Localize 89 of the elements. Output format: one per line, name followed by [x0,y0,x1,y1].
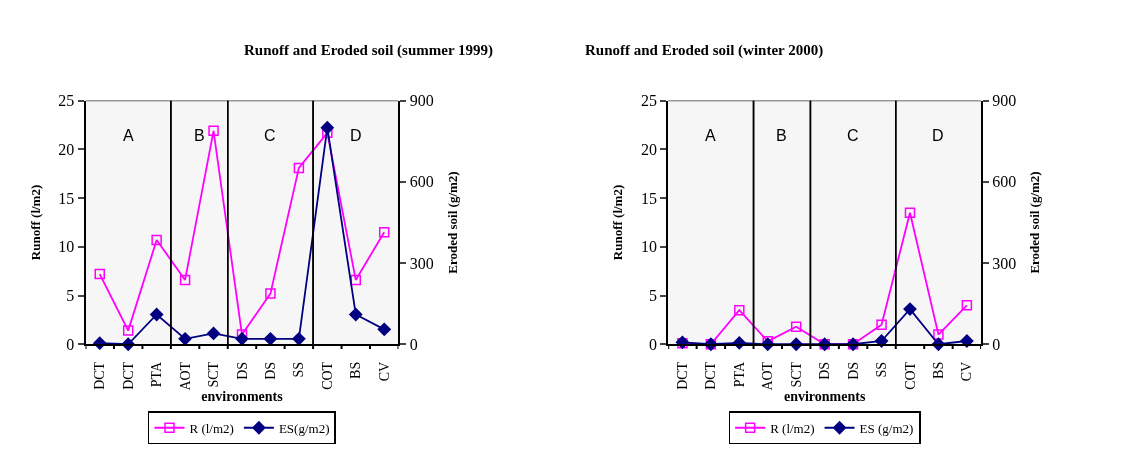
point [151,234,162,246]
point [904,207,916,218]
x-tick-label: PTA [731,360,747,388]
point [265,288,276,299]
y-tick-label: 25 [58,92,75,110]
y-tick-label: 15 [640,189,657,207]
y-axis-title: Runoff (l/m2) [610,184,626,261]
x-tick-label: DS [845,361,861,380]
x-tick-label: BS [930,361,946,379]
point [178,332,192,346]
point [960,334,974,348]
legend-label: ES (g/m2) [859,420,914,436]
y2-axis-title: Eroded soil (g/m2) [444,171,460,274]
x-tick-label: CV [959,361,975,382]
y-tick-label: 5 [66,287,75,305]
x-tick-label: SS [874,361,890,378]
y-axis-title: Runoff (l/m2) [27,184,43,261]
x-tick-label: COT [902,361,918,390]
x-tick-label: CV [376,361,392,382]
y2-tick-label: 300 [409,254,434,272]
x-tick-label: DS [817,361,833,380]
y2-tick-label: 600 [409,173,434,191]
point [235,332,249,346]
point [790,321,802,332]
chart-title: Runoff and Eroded soil (summer 1999) [244,42,494,59]
y-tick-label: 5 [648,287,657,305]
point [150,307,164,322]
y2-tick-label: 600 [992,173,1017,191]
y2-tick-label: 300 [992,254,1017,272]
x-tick-label: DCT [703,361,719,390]
point [377,322,391,336]
y2-tick-label: 900 [409,92,434,110]
point [94,268,105,280]
point [122,325,134,336]
x-tick-label: SS [291,361,307,378]
y2-tick-label: 0 [992,335,1001,353]
x-tick-label: DS [234,361,250,380]
band-label: D [932,127,944,144]
point [933,329,944,340]
point [179,274,191,286]
band-label: C [264,127,276,144]
y-tick-label: 20 [58,140,75,158]
x-tick-label: DCT [92,361,108,390]
band-label: B [194,127,205,144]
y-tick-label: 10 [640,238,657,256]
x-tick-label: DS [262,361,278,380]
x-tick-label: DCT [674,361,690,390]
legend-label: R (l/m2) [770,420,815,436]
point [350,274,362,286]
y2-axis-title: Eroded soil (g/m2) [1027,171,1043,274]
point [349,307,363,322]
x-tick-label: BS [348,361,364,379]
point [874,334,889,348]
x-tick-label: AOT [177,361,193,391]
x-tick-label: SCT [788,361,804,388]
legend-label: R (l/m2) [189,420,234,436]
x-tick-label: SCT [206,361,222,388]
x-tick-label: AOT [760,361,776,391]
band-label: B [776,127,787,144]
y2-tick-label: 900 [992,92,1017,110]
point [293,162,305,174]
x-tick-label: DCT [120,361,136,390]
point [263,332,278,346]
point [961,300,973,311]
band-label: D [350,127,362,144]
point [206,326,221,341]
x-tick-label: PTA [149,360,165,388]
x-axis-title: environments [783,389,866,405]
y-tick-label: 20 [640,140,657,158]
y-tick-label: 15 [58,189,75,207]
band-label: A [705,127,716,144]
point [320,121,334,135]
y-tick-label: 0 [66,335,75,353]
point [734,304,745,316]
y-tick-label: 10 [58,238,75,256]
legend-label: ES(g/m2) [278,420,330,436]
point [903,302,917,316]
point [292,332,306,346]
x-axis-title: environments [201,389,284,405]
y2-tick-label: 0 [409,335,418,353]
point [876,319,887,331]
y-tick-label: 25 [640,92,657,110]
band-label: C [847,127,859,144]
point [208,125,219,137]
band-label: A [123,127,134,144]
point [378,226,390,238]
x-tick-label: COT [319,361,335,390]
y-tick-label: 0 [648,335,657,353]
chart-title: Runoff and Eroded soil (winter 2000) [585,42,824,59]
